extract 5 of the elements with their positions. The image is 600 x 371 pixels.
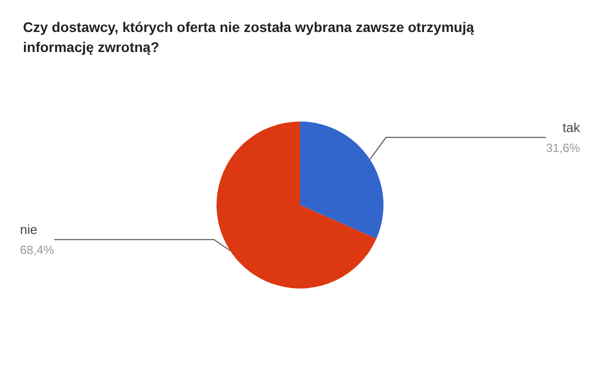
data-label: 68,4% (20, 243, 54, 258)
chart-title: Czy dostawcy, których oferta nie została wybrana zawsze otrzymują informację zwrotną? (23, 19, 478, 55)
slice-label: nie (20, 222, 38, 238)
slice-label: tak (562, 120, 580, 135)
data-label: 31,6% (546, 140, 580, 155)
